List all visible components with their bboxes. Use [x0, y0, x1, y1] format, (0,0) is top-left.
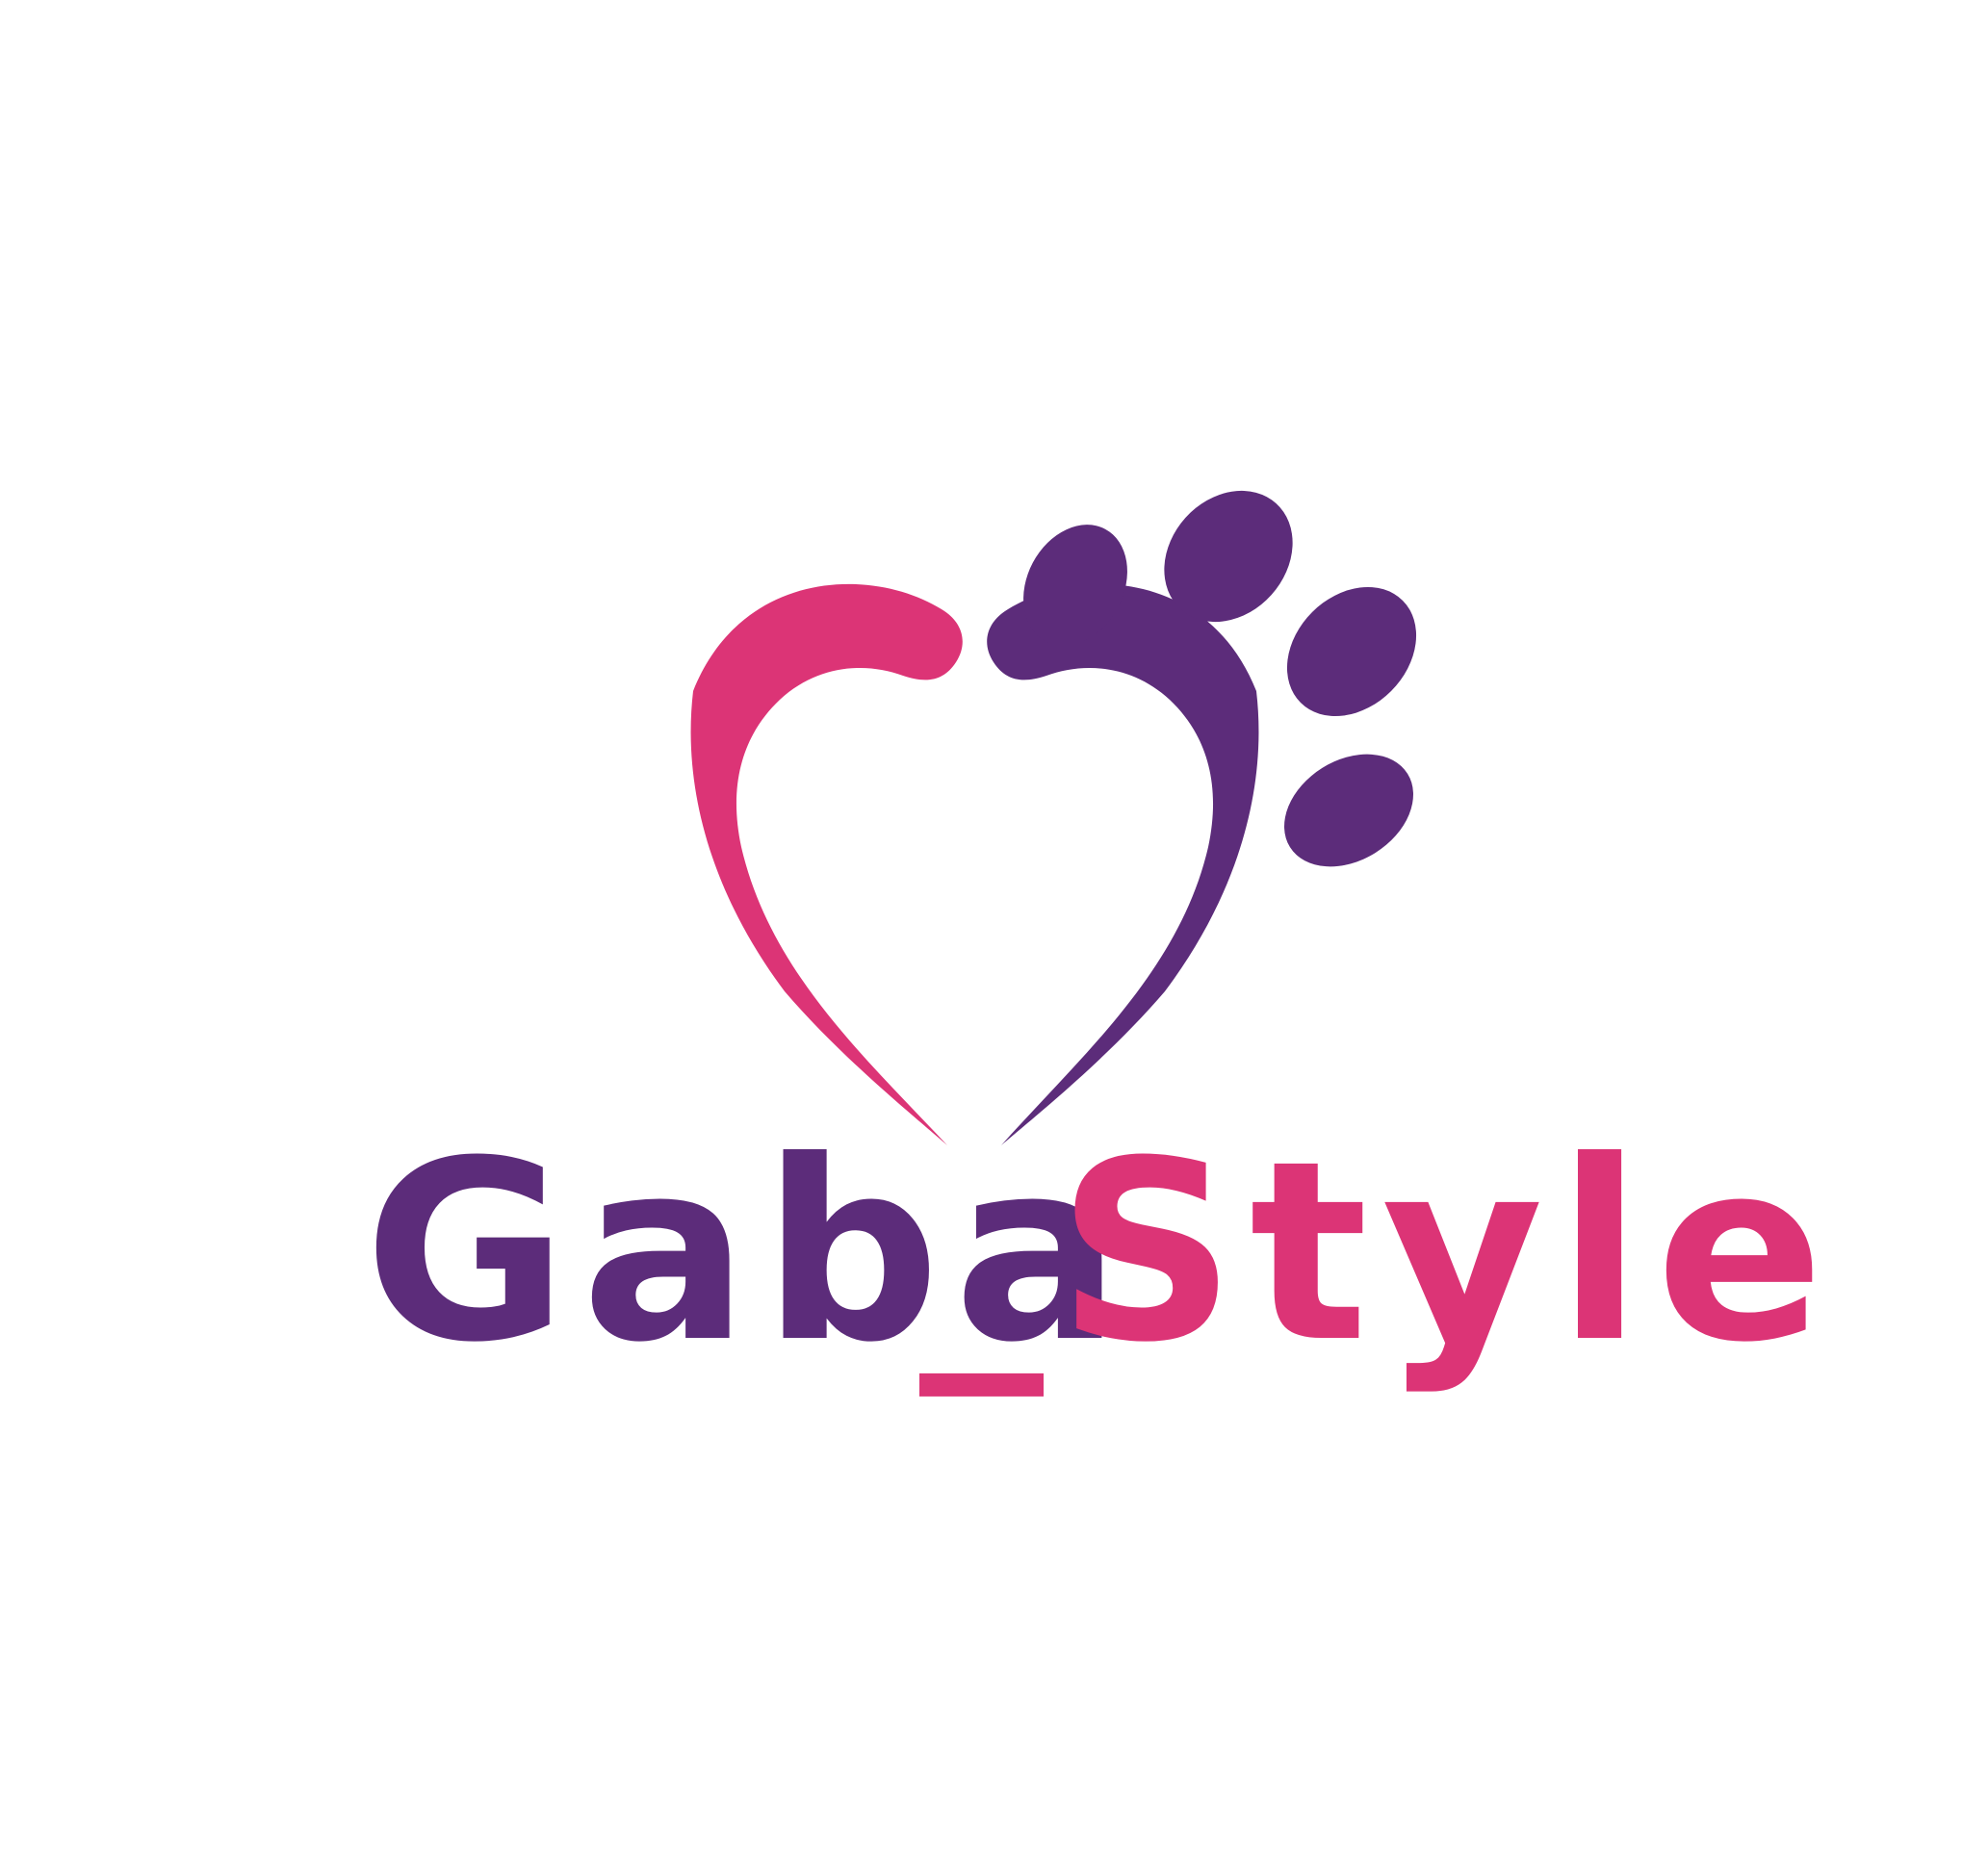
paw-toe-3: [1286, 586, 1417, 717]
brand-name-part2: _Style: [919, 1108, 1838, 1400]
paw-toe-1: [1023, 525, 1127, 646]
heart-paw-icon: [690, 490, 1417, 1145]
heart-left-half: [690, 583, 963, 1145]
heart-right-half: [987, 583, 1259, 1145]
paw-toe-2: [1164, 490, 1293, 623]
paw-toe-4: [1284, 754, 1413, 867]
brand-name-part1: Gaba: [364, 1108, 1135, 1397]
